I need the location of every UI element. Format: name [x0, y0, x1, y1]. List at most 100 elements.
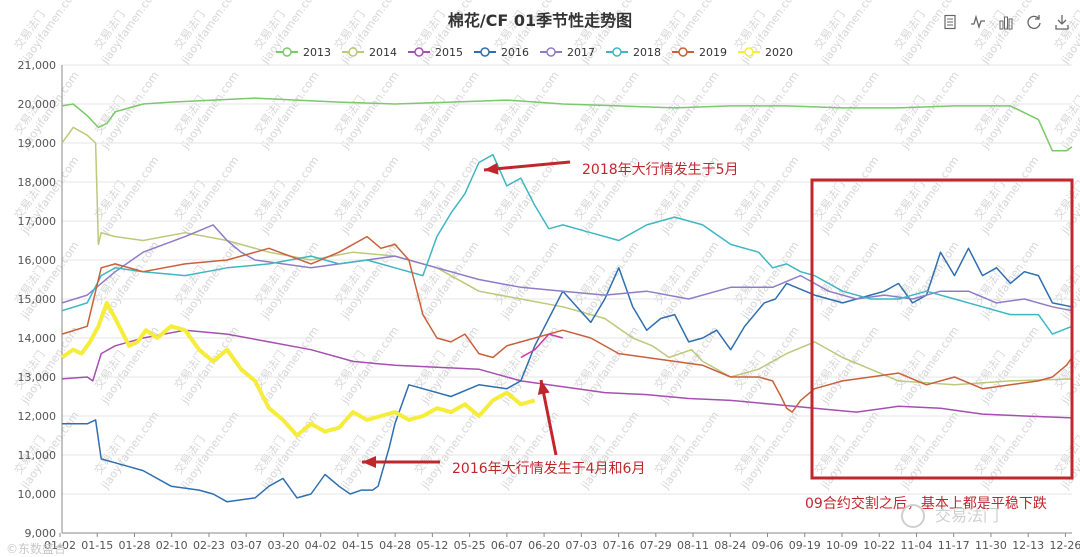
legend-marker: [546, 47, 556, 57]
legend-item[interactable]: 2019: [672, 46, 727, 59]
legend-marker: [744, 47, 754, 57]
x-tick-label: 07-29: [640, 539, 672, 552]
x-tick-label: 02-10: [156, 539, 188, 552]
bar-chart-icon[interactable]: [998, 14, 1014, 30]
x-tick-label: 01-15: [81, 539, 113, 552]
series-layer: [60, 97, 1073, 503]
chart-toolbar: [942, 14, 1070, 30]
series-line-2017: [61, 224, 1073, 312]
x-tick-label: 11-17: [938, 539, 970, 552]
legend-label: 2016: [501, 46, 529, 59]
x-tick-label: 05-25: [454, 539, 486, 552]
series-line-2013: [61, 97, 1073, 152]
legend-label: 2019: [699, 46, 727, 59]
logo-text: 交易法门: [935, 506, 999, 525]
legend-item[interactable]: 2015: [408, 46, 463, 59]
legend-marker: [678, 47, 688, 57]
x-tick-label: 04-15: [342, 539, 374, 552]
restore-icon[interactable]: [1026, 14, 1042, 30]
legend-marker: [282, 47, 292, 57]
legend-item[interactable]: 2018: [606, 46, 661, 59]
legend-item[interactable]: 2017: [540, 46, 595, 59]
line-chart-icon[interactable]: [970, 14, 986, 30]
annotation-2018: 2018年大行情发生于5月: [582, 162, 739, 178]
arrow-head: [537, 380, 550, 395]
series-line-2019: [61, 235, 1073, 413]
x-tick-label: 04-02: [305, 539, 337, 552]
legend-item[interactable]: 2020: [738, 46, 793, 59]
arrow-shaft: [483, 160, 571, 172]
x-tick-label: 06-20: [528, 539, 560, 552]
x-tick-label: 12-26: [1049, 539, 1080, 552]
x-tick-label: 08-11: [677, 539, 709, 552]
legend-marker: [612, 47, 622, 57]
legend-marker: [348, 47, 358, 57]
save-image-icon[interactable]: [1054, 14, 1070, 30]
x-tick-label: 10-09: [826, 539, 858, 552]
data-view-icon[interactable]: [942, 14, 958, 30]
x-tick-label: 09-06: [752, 539, 784, 552]
y-axis: 9,000 10,000 11,000 12,000 13,000 14,000 15,00…: [18, 59, 63, 540]
series-line-2016: [520, 333, 564, 359]
series-line-2014: [61, 126, 1073, 386]
y-tick-label: 15,000: [18, 293, 57, 306]
y-tick-label: 16,000: [18, 254, 57, 267]
legend[interactable]: 2013 2014 2015 2016 2017 2018 2019 2020: [276, 46, 793, 59]
legend-item[interactable]: 2014: [342, 46, 397, 59]
x-tick-label: 02-23: [193, 539, 225, 552]
wechat-icon: [901, 504, 925, 528]
x-tick-label: 07-16: [603, 539, 635, 552]
x-tick-label: 01-28: [118, 539, 150, 552]
x-tick-label: 08-24: [714, 539, 746, 552]
legend-item[interactable]: 2013: [276, 46, 331, 59]
legend-item[interactable]: 2016: [474, 46, 529, 59]
legend-label: 2017: [567, 46, 595, 59]
x-tick-label: 03-20: [267, 539, 299, 552]
x-tick-label: 07-03: [565, 539, 597, 552]
arrow-head: [484, 162, 499, 175]
y-tick-label: 10,000: [18, 488, 57, 501]
y-tick-label: 11,000: [18, 449, 57, 462]
legend-marker: [414, 47, 424, 57]
x-tick-label: 12-13: [1012, 539, 1044, 552]
